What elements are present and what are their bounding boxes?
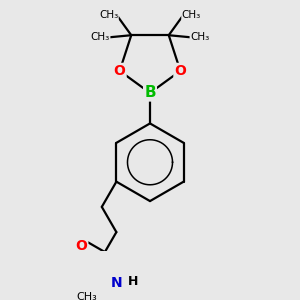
Text: CH₃: CH₃: [91, 32, 110, 42]
Text: B: B: [144, 85, 156, 100]
Text: CH₃: CH₃: [99, 10, 118, 20]
Text: N: N: [111, 276, 122, 289]
Text: CH₃: CH₃: [76, 292, 97, 300]
Text: O: O: [174, 64, 186, 78]
Text: O: O: [76, 238, 87, 253]
Text: CH₃: CH₃: [190, 32, 209, 42]
Text: CH₃: CH₃: [182, 10, 201, 20]
Text: H: H: [128, 275, 138, 288]
Text: O: O: [114, 64, 126, 78]
